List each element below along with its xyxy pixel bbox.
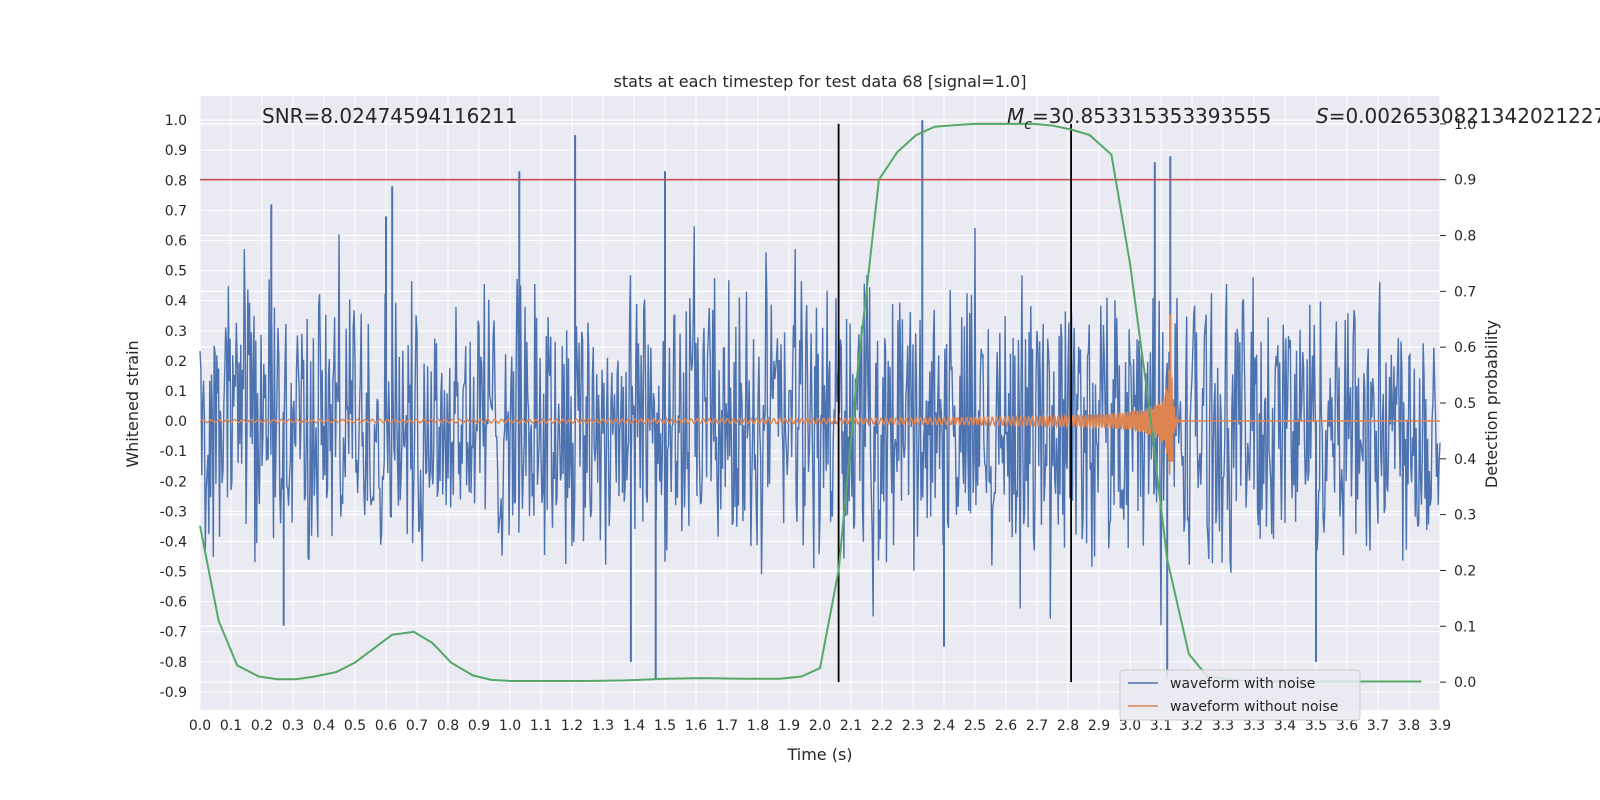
x-tick-label: 2.6 xyxy=(995,718,1017,734)
x-tick-label: 1.0 xyxy=(499,718,521,734)
legend-box xyxy=(1119,669,1361,721)
x-tick-label: 1.6 xyxy=(685,718,707,734)
y-tick-label: -0.9 xyxy=(160,685,187,701)
y-tick-label: 0.2 xyxy=(165,354,187,370)
x-tick-label: 1.3 xyxy=(592,718,614,734)
chart-title: stats at each timestep for test data 68 … xyxy=(614,72,1027,91)
x-tick-label: 1.8 xyxy=(747,718,769,734)
y-tick-label: 0.1 xyxy=(165,384,187,400)
y2-tick-label: 0.5 xyxy=(1454,396,1476,412)
x-tick-label: 2.8 xyxy=(1057,718,1079,734)
detection-probability-line xyxy=(199,122,1422,683)
x-tick-label: 0.1 xyxy=(220,718,242,734)
x-tick-label: 2.3 xyxy=(902,718,924,734)
series-without-noise-line xyxy=(199,314,1440,475)
x-tick-label: 3.3 xyxy=(1243,718,1265,734)
chirp-mass-symbol: M xyxy=(1007,104,1024,128)
x-tick-label: 2.9 xyxy=(1088,718,1110,734)
x-tick-label: 0.7 xyxy=(406,718,428,734)
y-tick-label: 1.0 xyxy=(165,113,187,129)
x-tick-label: 2.4 xyxy=(933,718,955,734)
chirp-mass-subscript: c xyxy=(1024,117,1032,133)
x-tick-label: 3.1 xyxy=(1150,718,1172,734)
y-tick-label: -0.4 xyxy=(160,534,187,550)
y-tick-label: 0.9 xyxy=(165,143,187,159)
y-tick-label: -0.2 xyxy=(160,474,187,490)
y-tick-label: 0.3 xyxy=(165,324,187,340)
y-tick-label: 0.8 xyxy=(165,173,187,189)
y-axis-ticks: 1.0 0.9 0.8 0.7 0.6 0.5 0.4 0.3 0.2 0.1 0.0 -0.1 -0.… xyxy=(160,113,187,701)
x-tick-label: 3.3 xyxy=(1212,718,1234,734)
y-axis-label: Whitened strain xyxy=(123,340,142,467)
y-tick-label: -0.1 xyxy=(160,444,187,460)
x-tick-label: 1.2 xyxy=(561,718,583,734)
s-symbol: S xyxy=(1316,104,1329,128)
x-tick-label: 0.4 xyxy=(313,718,335,734)
y-tick-label: -0.5 xyxy=(160,565,187,581)
x-tick-label: 1.1 xyxy=(530,718,552,734)
y-tick-label: 0.7 xyxy=(165,203,187,219)
y-tick-label: 0.6 xyxy=(165,233,187,249)
y2-axis-ticks: 1.0 0.9 0.8 0.7 0.6 0.5 0.4 0.3 0.2 0.1 0.0 xyxy=(1440,117,1476,691)
chirp-mass-annotation: Mc=30.853315353393555 xyxy=(1007,104,1271,133)
y-tick-label: -0.3 xyxy=(160,504,187,520)
x-tick-label: 0.5 xyxy=(344,718,366,734)
x-axis-ticks: 0.0 0.1 0.2 0.3 0.4 0.5 0.6 0.7 0.8 0.9 1.0 1.1 1.2 1… xyxy=(189,718,1451,734)
x-tick-label: 0.9 xyxy=(468,718,490,734)
x-tick-label: 2.0 xyxy=(809,718,831,734)
y2-tick-label: 0.0 xyxy=(1454,675,1476,691)
x-axis-label: Time (s) xyxy=(786,745,852,764)
y2-tick-label: 0.9 xyxy=(1454,173,1476,189)
y2-tick-label: 0.1 xyxy=(1454,619,1476,635)
s-value: =0.0026530821342021227 xyxy=(1329,104,1600,128)
x-tick-label: 0.2 xyxy=(251,718,273,734)
y-tick-label: 0.5 xyxy=(165,264,187,280)
x-tick-label: 1.7 xyxy=(716,718,738,734)
y-tick-label: 0.0 xyxy=(165,414,187,430)
x-tick-label: 3.5 xyxy=(1305,718,1327,734)
x-tick-label: 2.7 xyxy=(1026,718,1048,734)
x-tick-label: 0.3 xyxy=(282,718,304,734)
x-tick-label: 3.0 xyxy=(1119,718,1141,734)
series-with-noise-line xyxy=(199,226,1441,626)
x-tick-label: 3.7 xyxy=(1367,718,1389,734)
x-tick-label: 3.6 xyxy=(1336,718,1358,734)
s-annotation: S=0.0026530821342021227 xyxy=(1316,104,1600,128)
x-tick-label: 1.4 xyxy=(623,718,645,734)
y2-tick-label: 0.4 xyxy=(1454,452,1476,468)
y2-tick-label: 0.3 xyxy=(1454,508,1476,524)
y2-tick-label: 1.0 xyxy=(1454,117,1476,133)
x-tick-label: 3.4 xyxy=(1274,718,1296,734)
x-tick-label: 0.0 xyxy=(189,718,211,734)
x-tick-label: 2.1 xyxy=(840,718,862,734)
x-tick-label: 3.2 xyxy=(1181,718,1203,734)
y2-axis-label: Detection probability xyxy=(1482,320,1501,488)
y2-tick-label: 0.7 xyxy=(1454,284,1476,300)
y2-tick-label: 0.2 xyxy=(1454,563,1476,579)
y-tick-label: -0.7 xyxy=(160,625,187,641)
x-tick-label: 3.9 xyxy=(1429,718,1451,734)
x-tick-label: 2.5 xyxy=(964,718,986,734)
y-tick-label: -0.6 xyxy=(160,595,187,611)
y2-tick-label: 0.6 xyxy=(1454,340,1476,356)
x-tick-label: 0.8 xyxy=(437,718,459,734)
legend-label-with-noise: waveform with noise xyxy=(1170,676,1315,692)
y2-tick-label: 0.8 xyxy=(1454,229,1476,245)
y-tick-label: 0.4 xyxy=(165,294,187,310)
x-tick-label: 2.2 xyxy=(871,718,893,734)
x-tick-label: 3.8 xyxy=(1398,718,1420,734)
x-tick-label: 1.5 xyxy=(654,718,676,734)
snr-annotation: SNR=8.02474594116211 xyxy=(262,104,518,128)
x-tick-label: 1.9 xyxy=(778,718,800,734)
legend-label-without-noise: waveform without noise xyxy=(1170,699,1338,715)
plot-area xyxy=(199,120,1441,683)
chirp-mass-value: =30.853315353393555 xyxy=(1032,104,1271,128)
y-tick-label: -0.8 xyxy=(160,655,187,671)
x-tick-label: 0.6 xyxy=(375,718,397,734)
legend: waveform with noise waveform without noi… xyxy=(1119,669,1361,721)
